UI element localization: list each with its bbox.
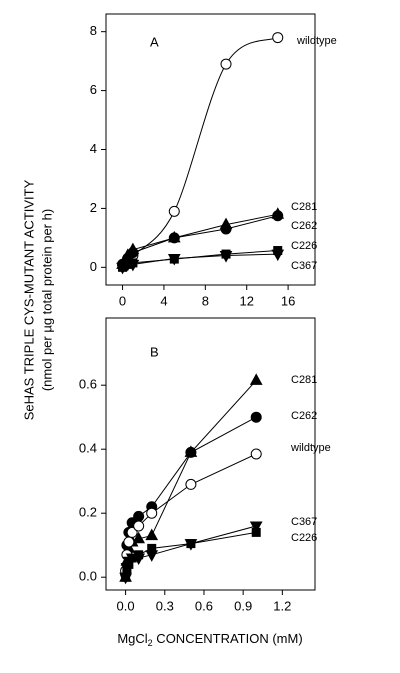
x-axis-label: MgCl2 CONCENTRATION (mM) [117,631,302,648]
marker [132,531,146,544]
y-tick-label: 6 [90,82,97,97]
marker [250,411,262,423]
y-tick-label: 8 [90,23,97,38]
y-tick-label: 0.6 [79,377,97,392]
marker [167,253,181,266]
marker [186,539,196,549]
y-axis-label: SeHAS TRIPLE CYS-MUTANT ACTIVITY [21,179,36,420]
marker [126,526,138,538]
marker [146,507,158,519]
plot-frame [105,13,316,286]
panel-label: B [150,344,159,359]
x-tick-label: 0.6 [195,598,213,613]
marker [134,550,144,560]
y-tick-label: 0 [90,259,97,274]
y-tick-label: 0.4 [79,441,97,456]
marker [249,373,263,385]
x-tick-label: 0.9 [234,598,252,613]
marker [147,543,157,553]
series-label: C367 [291,260,317,272]
x-axis-label-part: CONCENTRATION (mM) [153,631,303,646]
panel-label: A [150,34,159,49]
marker [272,210,284,222]
series-label: wildtype [296,35,337,47]
y-tick-label: 4 [90,141,97,156]
x-tick-label: 0.3 [156,598,174,613]
y-tick-label: 0.0 [79,569,97,584]
series-line [122,37,278,265]
marker [133,520,145,532]
y-tick-label: 0.2 [79,505,97,520]
marker [185,478,197,490]
marker [168,232,180,244]
marker [220,223,232,235]
series-label: C226 [291,532,317,544]
series-label: C281 [291,201,317,213]
y-axis-label: (nmol per µg total protein per h) [39,209,54,391]
marker [272,32,284,44]
series-label: C367 [291,516,317,528]
series-label: C262 [291,220,317,232]
x-tick-label: 8 [202,293,209,308]
series-line [125,453,257,571]
marker [145,528,159,541]
marker [127,247,139,259]
marker [251,527,261,537]
marker [271,249,285,262]
series-label: C262 [291,410,317,422]
marker [123,536,135,548]
marker [220,58,232,70]
x-axis-label-part: MgCl [117,631,147,646]
x-tick-label: 0 [119,293,126,308]
series-label: C226 [291,240,317,252]
marker [126,259,140,272]
x-tick-label: 1.2 [273,598,291,613]
y-tick-label: 2 [90,200,97,215]
x-tick-label: 0.0 [117,598,135,613]
marker [185,446,197,458]
marker [250,448,262,460]
x-tick-label: 16 [281,293,295,308]
series-label: wildtype [290,442,331,454]
plot-frame [105,317,316,591]
marker [219,251,233,263]
series-label: C281 [291,374,317,386]
x-tick-label: 4 [160,293,167,308]
series-line [122,250,278,268]
series-line [122,253,278,268]
marker [133,510,145,522]
x-tick-label: 12 [239,293,253,308]
marker [168,205,180,217]
x-axis-label-subscript: 2 [148,638,153,648]
marker [249,521,263,534]
